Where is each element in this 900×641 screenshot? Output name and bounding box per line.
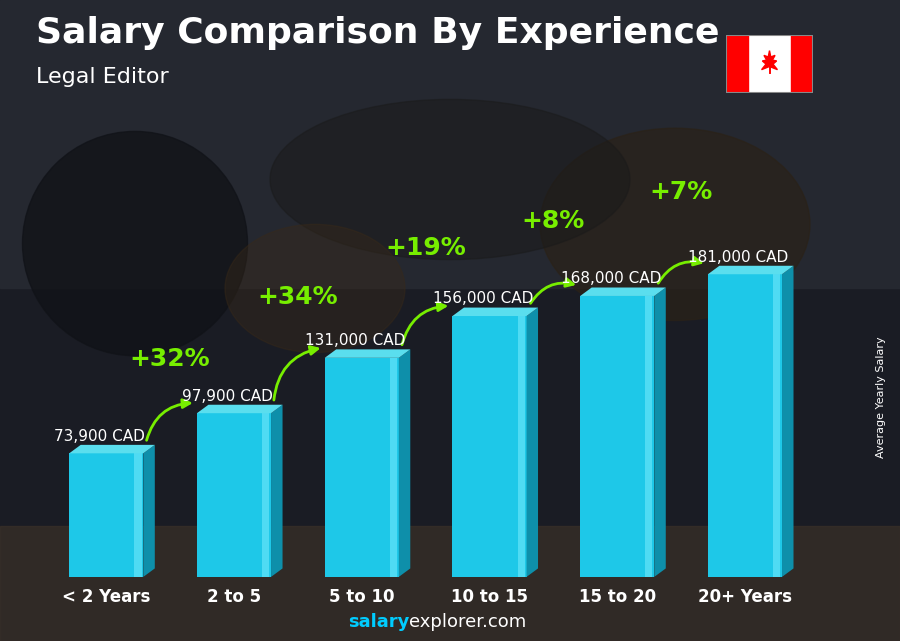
Text: 97,900 CAD: 97,900 CAD: [182, 388, 273, 404]
Polygon shape: [518, 316, 525, 577]
FancyArrowPatch shape: [658, 257, 701, 283]
Text: +34%: +34%: [257, 285, 338, 308]
Text: salary: salary: [348, 613, 410, 631]
Polygon shape: [69, 453, 143, 577]
Text: 168,000 CAD: 168,000 CAD: [561, 271, 661, 287]
Bar: [0, 526, 900, 641]
Polygon shape: [782, 266, 794, 577]
FancyArrowPatch shape: [402, 303, 446, 345]
Polygon shape: [708, 266, 794, 274]
Bar: [726, 35, 748, 93]
Polygon shape: [708, 274, 782, 577]
Text: +7%: +7%: [650, 180, 713, 204]
Polygon shape: [526, 308, 538, 577]
FancyArrowPatch shape: [274, 347, 318, 400]
Bar: [791, 35, 813, 93]
Ellipse shape: [225, 224, 405, 353]
Text: 156,000 CAD: 156,000 CAD: [433, 292, 534, 306]
Polygon shape: [325, 349, 410, 358]
Polygon shape: [325, 358, 399, 577]
Polygon shape: [654, 288, 666, 577]
Polygon shape: [580, 288, 666, 296]
Text: explorer.com: explorer.com: [410, 613, 526, 631]
Polygon shape: [143, 445, 155, 577]
Polygon shape: [271, 404, 283, 577]
Text: +19%: +19%: [385, 236, 466, 260]
Polygon shape: [134, 453, 141, 577]
Polygon shape: [197, 413, 271, 577]
Text: Legal Editor: Legal Editor: [36, 67, 169, 87]
Text: 73,900 CAD: 73,900 CAD: [54, 429, 145, 444]
Polygon shape: [262, 413, 269, 577]
Polygon shape: [69, 445, 155, 453]
Polygon shape: [390, 358, 397, 577]
FancyArrowPatch shape: [531, 279, 573, 303]
Polygon shape: [197, 404, 283, 413]
Polygon shape: [453, 316, 526, 577]
Ellipse shape: [270, 99, 630, 260]
Bar: [0, 0, 900, 288]
Text: 181,000 CAD: 181,000 CAD: [688, 249, 788, 265]
Polygon shape: [773, 274, 780, 577]
Text: +32%: +32%: [130, 347, 211, 371]
Polygon shape: [645, 296, 652, 577]
FancyArrowPatch shape: [147, 400, 190, 440]
Text: Salary Comparison By Experience: Salary Comparison By Experience: [36, 16, 719, 50]
Polygon shape: [580, 296, 654, 577]
Ellipse shape: [540, 128, 810, 320]
Polygon shape: [453, 308, 538, 316]
Text: 131,000 CAD: 131,000 CAD: [305, 333, 406, 348]
Polygon shape: [399, 349, 410, 577]
Ellipse shape: [22, 131, 248, 356]
Text: +8%: +8%: [522, 209, 585, 233]
Text: Average Yearly Salary: Average Yearly Salary: [877, 337, 886, 458]
Polygon shape: [761, 51, 778, 70]
